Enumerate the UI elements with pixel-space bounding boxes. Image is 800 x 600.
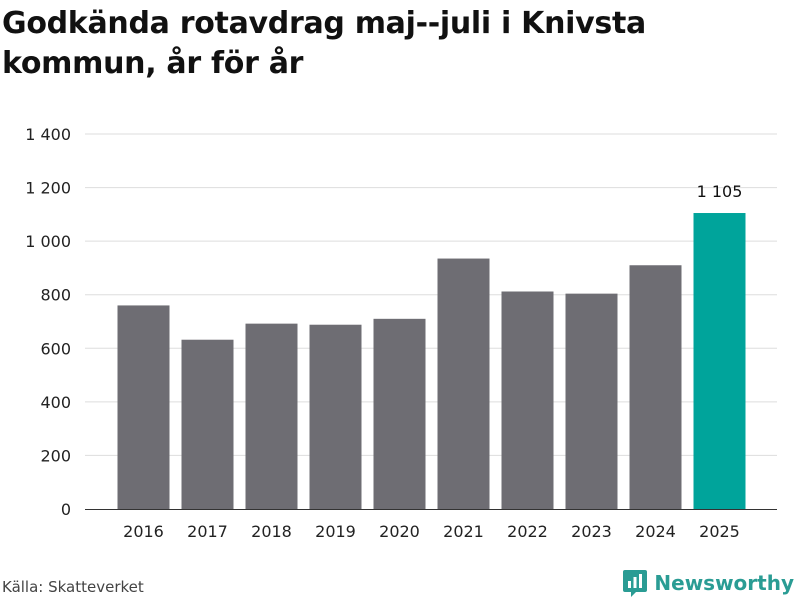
bar-2021 [437, 258, 490, 509]
data-labels: 1 105 [697, 182, 743, 201]
x-tick-label: 2020 [379, 522, 420, 541]
y-tick-label: 0 [61, 500, 71, 519]
x-tick-label: 2019 [315, 522, 356, 541]
x-tick-label: 2018 [251, 522, 292, 541]
x-tick-label: 2024 [635, 522, 676, 541]
bar-2019 [309, 324, 362, 509]
x-tick-label: 2017 [187, 522, 228, 541]
y-tick-label: 600 [40, 339, 71, 358]
bar-2016 [117, 305, 170, 509]
newsworthy-logo-icon [623, 570, 648, 597]
y-axis-tick-labels: 0 200 400 600 800 1 000 1 200 1 400 [25, 125, 71, 519]
x-tick-label: 2025 [699, 522, 740, 541]
bar-2025 [693, 213, 746, 509]
y-tick-label: 400 [40, 393, 71, 412]
bar-2022 [501, 291, 554, 509]
bar-2017 [181, 339, 234, 509]
x-tick-label: 2022 [507, 522, 548, 541]
data-label: 1 105 [697, 182, 743, 201]
source-note: Källa: Skatteverket [2, 578, 144, 596]
x-tick-label: 2016 [123, 522, 164, 541]
bar-2018 [245, 323, 298, 509]
bar-2020 [373, 318, 426, 509]
x-tick-label: 2023 [571, 522, 612, 541]
chart-title: Godkända rotavdrag maj--juli i Knivsta k… [2, 6, 646, 81]
y-tick-label: 1 200 [25, 179, 71, 198]
bar-2024 [629, 265, 682, 509]
y-tick-label: 200 [40, 446, 71, 465]
x-axis-tick-labels: 2016 2017 2018 2019 2020 2021 2022 2023 2024 2025 [123, 522, 740, 541]
bar-2023 [565, 293, 618, 509]
y-tick-label: 1 400 [25, 125, 71, 144]
y-tick-label: 800 [40, 286, 71, 305]
bars [117, 213, 746, 509]
brand-name: Newsworthy [654, 571, 794, 595]
brand-logo[interactable]: Newsworthy [622, 568, 794, 598]
x-tick-label: 2021 [443, 522, 484, 541]
y-tick-label: 1 000 [25, 232, 71, 251]
